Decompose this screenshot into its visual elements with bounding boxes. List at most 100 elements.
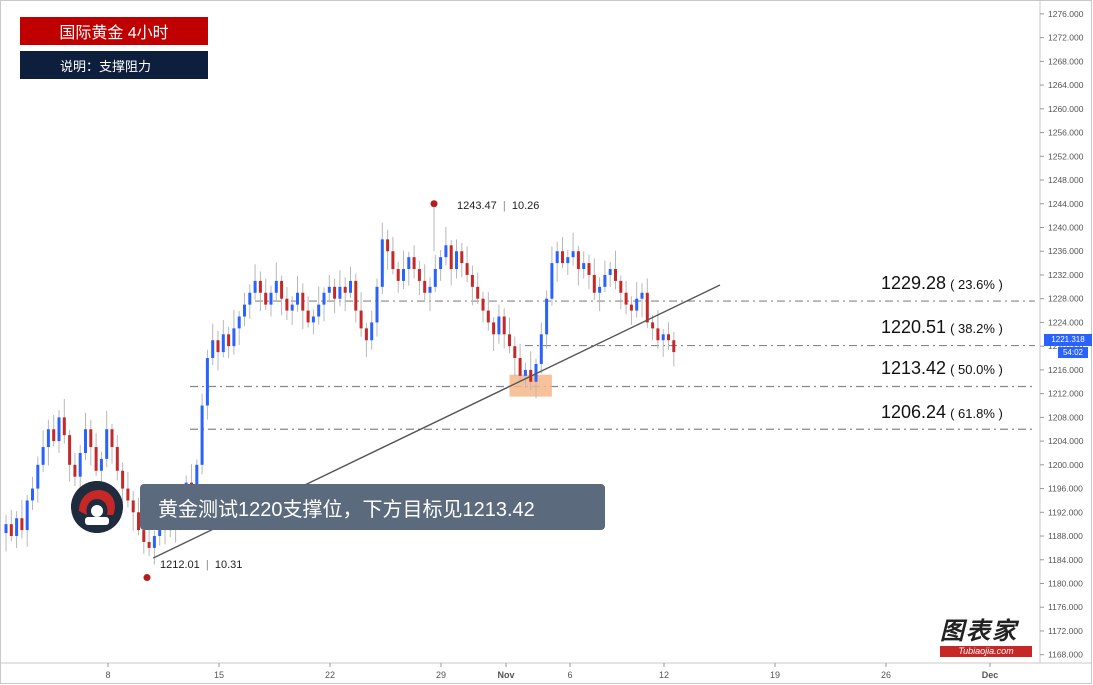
candle-body — [36, 464, 40, 489]
candle-body — [349, 280, 352, 293]
candle-body — [121, 470, 125, 489]
candle-body — [243, 304, 246, 317]
candle-body — [333, 286, 337, 299]
candle-body — [94, 447, 98, 471]
candle-body — [62, 417, 66, 436]
y-tick-label: 1276.000 — [1048, 9, 1084, 19]
candle-body — [555, 251, 559, 264]
candle-body — [651, 322, 655, 329]
y-tick-label: 1188.000 — [1048, 531, 1083, 541]
candle-body — [661, 334, 665, 341]
fib-label-500: 1213.42( 50.0% ) — [881, 358, 1003, 379]
candle-body — [375, 286, 379, 323]
candle-body — [407, 257, 411, 270]
fib-label-236: 1229.28( 23.6% ) — [881, 273, 1003, 294]
candle-body — [534, 363, 538, 382]
fib-pct: ( 50.0% ) — [950, 362, 1003, 377]
candle-body — [306, 310, 310, 323]
y-tick-label: 1260.000 — [1048, 104, 1084, 114]
low-bars: 10.31 — [214, 559, 243, 571]
fib-price: 1213.42 — [881, 358, 947, 378]
candle-body — [444, 245, 448, 258]
candle-body — [115, 447, 119, 471]
candle-body — [142, 530, 146, 542]
candle-body — [672, 340, 676, 353]
fib-price: 1206.24 — [881, 402, 947, 422]
fib-pct: ( 23.6% ) — [950, 277, 1003, 292]
candle-body — [152, 536, 156, 548]
high-point-marker — [430, 200, 438, 208]
high-bars: 10.26 — [511, 200, 540, 212]
candle-body — [629, 304, 633, 311]
candle-body — [221, 334, 225, 353]
x-tick-label: 8 — [105, 670, 110, 680]
candle-body — [576, 251, 580, 270]
x-tick-label: 22 — [325, 670, 335, 680]
fib-price: 1220.51 — [881, 317, 947, 337]
candle-body — [264, 292, 268, 305]
candle-body — [343, 286, 347, 293]
fib-pct: ( 61.8% ) — [950, 406, 1003, 421]
candle-body — [20, 518, 24, 531]
y-tick-label: 1220.000 — [1048, 341, 1084, 351]
candle-body — [497, 316, 501, 335]
candle-body — [455, 251, 458, 270]
candle-body — [396, 269, 400, 281]
candle-body — [465, 263, 469, 275]
time-axis[interactable]: 8 15 22 29 Nov 6 12 19 26 Dec — [105, 663, 998, 680]
candle-body — [274, 280, 278, 293]
candle-body — [656, 328, 660, 341]
candle-body — [211, 340, 215, 359]
y-tick-label: 1204.000 — [1048, 436, 1084, 446]
candle-body — [205, 358, 209, 406]
candle-body — [338, 286, 342, 299]
y-tick-label: 1216.000 — [1048, 365, 1084, 375]
candle-body — [391, 251, 395, 270]
y-tick-label: 1268.000 — [1048, 56, 1084, 66]
candle-body — [4, 524, 8, 534]
candle-body — [258, 280, 262, 293]
candle-body — [513, 346, 517, 359]
candle-body — [624, 292, 628, 305]
candle-body — [131, 500, 135, 513]
low-annotation: 1212.01 | 10.31 — [160, 559, 243, 571]
candle-body — [147, 541, 151, 548]
y-tick-label: 1208.000 — [1048, 412, 1084, 422]
candle-body — [84, 429, 87, 453]
candle-body — [322, 292, 326, 305]
candle-body — [492, 322, 496, 335]
analyst-logo-icon — [71, 481, 123, 533]
candle-body — [52, 429, 56, 442]
candle-body — [46, 429, 50, 448]
candle-body — [608, 269, 612, 275]
y-tick-label: 1240.000 — [1048, 222, 1084, 232]
candle-body — [57, 417, 61, 442]
candle-body — [380, 239, 384, 287]
candle-body — [603, 274, 607, 287]
candle-body — [449, 245, 453, 270]
y-tick-label: 1192.000 — [1048, 507, 1083, 517]
candle-body — [105, 429, 109, 459]
candle-body — [248, 292, 252, 305]
y-tick-label: 1168.000 — [1048, 650, 1083, 660]
candle-body — [566, 257, 570, 264]
candle-body — [354, 280, 358, 311]
candle-body — [317, 304, 321, 317]
candle-body — [216, 340, 220, 353]
candle-body — [99, 458, 103, 471]
candle-body — [523, 369, 527, 376]
candle-body — [571, 251, 575, 258]
x-tick-label: 6 — [567, 670, 572, 680]
candle-body — [9, 524, 13, 537]
y-tick-label: 1252.000 — [1048, 151, 1084, 161]
price-axis[interactable]: 1168.000 1172.000 1176.000 1180.000 1184.000… — [1040, 9, 1084, 660]
candle-body — [635, 298, 639, 311]
candle-body — [582, 263, 586, 270]
candle-body — [561, 251, 564, 264]
candle-body — [614, 269, 617, 281]
fib-label-618: 1206.24( 61.8% ) — [881, 402, 1003, 423]
candle-body — [78, 452, 82, 477]
candle-body — [640, 292, 644, 299]
